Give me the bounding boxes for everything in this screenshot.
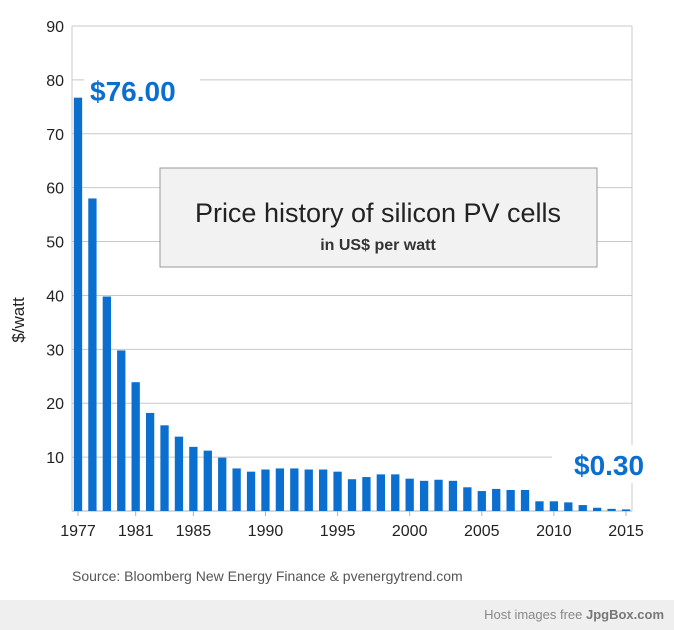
- bar: [102, 296, 111, 511]
- bar: [246, 471, 256, 511]
- bar: [304, 469, 313, 511]
- bar: [520, 489, 530, 511]
- bar: [448, 480, 458, 511]
- bar: [203, 450, 212, 511]
- bar: [160, 425, 169, 511]
- x-tick-label: 1995: [320, 523, 356, 540]
- bar: [88, 198, 97, 511]
- title-box: [159, 167, 598, 268]
- y-tick-label: 80: [46, 73, 64, 90]
- bar: [362, 477, 371, 511]
- bar: [117, 350, 126, 511]
- bar: [131, 382, 140, 511]
- footer-brand: JpgBox.com: [585, 607, 664, 622]
- bar: [434, 479, 443, 511]
- annotation-end-price: $0.30: [574, 450, 644, 481]
- bar: [145, 412, 155, 511]
- x-tick-label: 2005: [464, 523, 500, 540]
- bar: [564, 502, 573, 511]
- bar: [492, 488, 501, 511]
- bar: [391, 474, 400, 511]
- bar: [621, 509, 631, 511]
- bar: [347, 479, 357, 511]
- x-tick-label: 1981: [118, 523, 154, 540]
- bar: [261, 469, 270, 511]
- y-tick-label: 90: [46, 19, 64, 36]
- x-tick-label: 1977: [60, 523, 96, 540]
- x-tick-label: 2000: [392, 523, 428, 540]
- bar: [419, 480, 429, 511]
- bar: [607, 508, 616, 511]
- x-tick-labels: 1977 1981 1985 1990 1995 2000 2005 2010 2015: [60, 511, 644, 540]
- bar: [290, 468, 299, 511]
- y-tick-label: 30: [46, 342, 64, 359]
- bar: [376, 474, 385, 511]
- bar: [73, 97, 83, 512]
- x-tick-label: 2010: [536, 523, 572, 540]
- y-tick-label: 20: [46, 396, 64, 413]
- y-tick-label: 60: [46, 181, 64, 198]
- bar: [218, 457, 227, 511]
- bar: [189, 446, 198, 511]
- bar: [535, 501, 544, 511]
- chart-subtitle: in US$ per watt: [320, 237, 436, 254]
- y-tick-label: 10: [46, 450, 64, 467]
- bar: [333, 471, 342, 511]
- footer-bar: Host images free JpgBox.com: [0, 600, 674, 630]
- bar: [578, 505, 587, 511]
- bar: [506, 489, 515, 511]
- y-tick-labels: 10 20 30 40 50 60 70 80 90: [46, 19, 64, 467]
- y-tick-label: 50: [46, 235, 64, 252]
- bar: [174, 436, 184, 511]
- footer-text[interactable]: Host images free JpgBox.com: [484, 607, 664, 622]
- x-tick-label: 1990: [248, 523, 284, 540]
- y-axis-label: $/watt: [9, 297, 28, 343]
- bar: [593, 507, 602, 511]
- bar: [319, 469, 328, 511]
- bar: [232, 468, 241, 511]
- y-tick-label: 40: [46, 288, 64, 305]
- chart-title: Price history of silicon PV cells: [195, 198, 561, 228]
- footer-prefix: Host images free: [484, 607, 586, 622]
- bar: [405, 478, 414, 511]
- bar: [549, 501, 559, 511]
- x-tick-label: 1985: [176, 523, 212, 540]
- y-tick-label: 70: [46, 127, 64, 144]
- source-note: Source: Bloomberg New Energy Finance & p…: [72, 568, 463, 584]
- bar: [463, 487, 472, 511]
- annotation-start-price: $76.00: [90, 76, 176, 107]
- chart-bars: [73, 97, 631, 512]
- bar: [275, 468, 285, 511]
- bar: [477, 491, 486, 511]
- price-chart: 10 20 30 40 50 60 70 80 90 1977 1981 1985 1990 1995 2…: [9, 19, 645, 540]
- x-tick-label: 2015: [608, 523, 644, 540]
